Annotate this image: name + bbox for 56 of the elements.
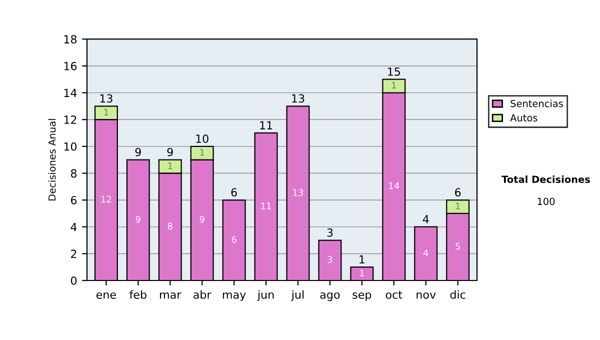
x-tick-label: oct (386, 290, 402, 299)
total-label: 15 (388, 68, 400, 76)
x-tick-label: feb (130, 290, 146, 299)
total-label: 10 (196, 134, 208, 143)
data-label: 3 (328, 256, 332, 264)
y-tick-label: 16 (64, 62, 77, 70)
y-tick-label: 14 (64, 88, 77, 97)
y-tick-label: 2 (71, 250, 76, 258)
x-tick-label: nov (416, 292, 436, 299)
y-tick-label: 0 (70, 276, 77, 285)
y-tick-label: 10 (64, 142, 77, 151)
total-label: 11 (260, 121, 272, 130)
data-label: 12 (101, 196, 112, 203)
data-label: 1 (392, 82, 396, 89)
y-tick-label: 4 (70, 222, 77, 232)
data-label: 1 (168, 162, 172, 169)
data-label: 1 (104, 108, 108, 116)
total-label: 4 (422, 215, 429, 224)
y-tick-label: 8 (70, 169, 77, 178)
data-label: 11 (261, 202, 271, 210)
y-axis-title: Decisiones Anual (48, 119, 56, 200)
x-tick-label: dic (450, 290, 466, 299)
total-label: 3 (327, 228, 333, 237)
x-tick-label: abr (194, 290, 212, 299)
data-label: 1 (200, 149, 204, 156)
data-label: 6 (232, 236, 236, 243)
total-label: 6 (455, 188, 461, 197)
y-tick-label: 6 (70, 196, 77, 204)
x-tick-label: ago (320, 292, 340, 301)
y-tick-label: 18 (64, 35, 77, 44)
data-label: 13 (293, 189, 304, 196)
data-label: 4 (423, 250, 428, 256)
x-tick-label: sep (352, 292, 372, 301)
data-label: 1 (360, 270, 364, 276)
x-tick-label: jul (291, 290, 304, 301)
data-label: 9 (136, 216, 140, 223)
text: 100 (538, 198, 555, 206)
text: Total Decisiones (502, 175, 590, 184)
data-label: 8 (168, 222, 172, 230)
x-tick-label: ene (96, 292, 116, 299)
x-tick-label: jun (257, 290, 274, 301)
total-label: 9 (167, 148, 173, 156)
x-tick-label: mar (160, 292, 182, 299)
legend-label: Sentencias (510, 100, 563, 108)
total-label: 6 (231, 188, 237, 197)
y-tick-label: 12 (64, 116, 76, 124)
total-label: 1 (360, 255, 364, 264)
x-tick-label: may (222, 292, 246, 301)
total-label: 13 (100, 94, 112, 103)
data-label: 9 (200, 216, 204, 223)
data-label: 14 (389, 182, 400, 190)
legend-label: Autos (510, 114, 538, 122)
total-label: 9 (135, 148, 141, 156)
data-label: 5 (456, 242, 460, 250)
data-label: 1 (456, 202, 460, 210)
total-label: 13 (292, 94, 304, 103)
